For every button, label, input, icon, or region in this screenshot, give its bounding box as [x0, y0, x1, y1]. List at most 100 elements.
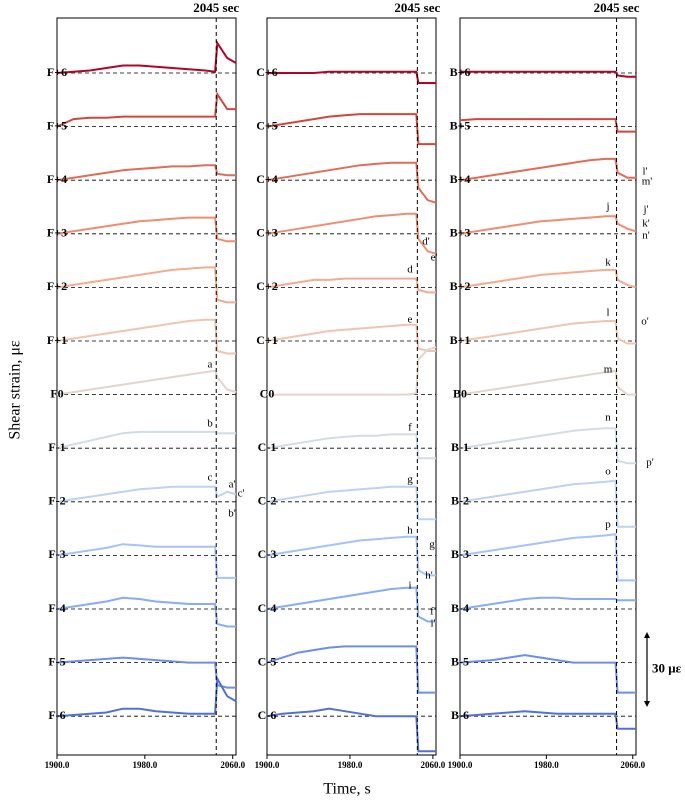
- strain-line: [459, 215, 637, 235]
- gauge-label: B0: [453, 386, 467, 400]
- strain-line: [266, 707, 436, 753]
- annotation: f: [408, 422, 412, 434]
- gauge-label: F+2: [47, 279, 67, 293]
- annotation: j: [605, 201, 609, 213]
- panel-title: 2045 sec: [394, 0, 440, 15]
- annotation: m': [642, 176, 653, 188]
- annotation: e: [408, 314, 413, 326]
- annotation: b': [228, 508, 236, 520]
- strain-line: [459, 157, 636, 182]
- strain-line: [56, 91, 236, 128]
- annotation: c': [238, 488, 245, 500]
- annotation: l: [606, 307, 609, 319]
- strain-line: [459, 118, 636, 133]
- gauge-label: B+5: [450, 118, 471, 132]
- gauge-label: F-4: [48, 601, 65, 615]
- strain-line: [56, 266, 236, 304]
- strain-line: [56, 40, 237, 74]
- strain-line: [56, 543, 236, 579]
- annotation: p: [605, 519, 611, 531]
- annotation: n: [605, 412, 611, 424]
- annotation: g: [407, 474, 413, 486]
- strain-line: [56, 656, 236, 689]
- strain-line: [56, 675, 237, 718]
- gauge-label: F-3: [48, 547, 65, 561]
- strain-line: [266, 535, 436, 577]
- strain-line: [56, 430, 236, 450]
- plot-frame: [459, 17, 637, 756]
- annotation: h': [425, 570, 433, 582]
- strain-line: [266, 645, 436, 694]
- strain-line: [459, 268, 637, 289]
- y-axis-label: Shear strain, με: [7, 340, 24, 440]
- x-tick-label: 2060.0: [220, 760, 245, 770]
- annotation: i: [408, 580, 411, 592]
- gauge-label: F+6: [47, 65, 67, 79]
- gauge-label: C+3: [256, 226, 278, 240]
- gauge-label: B-3: [451, 547, 469, 561]
- strain-line: [266, 277, 436, 294]
- annotation: e': [431, 252, 438, 264]
- gauge-label: F-2: [48, 494, 65, 508]
- x-tick-label: 1900.0: [448, 760, 473, 770]
- strain-line: [267, 346, 437, 396]
- strain-line: [266, 212, 437, 255]
- annotation: m: [604, 364, 613, 376]
- annotation: c: [208, 472, 213, 484]
- annotation: i': [430, 618, 435, 630]
- x-tick-label: 2060.0: [421, 760, 446, 770]
- strain-line: [56, 164, 236, 182]
- gauge-label: C-4: [258, 601, 277, 615]
- strain-line: [56, 369, 237, 396]
- gauge-label: F-6: [48, 708, 65, 722]
- strain-line: [266, 113, 436, 146]
- gauge-label: C+6: [256, 65, 278, 79]
- gauge-label: B-1: [451, 440, 469, 454]
- strain-line: [266, 323, 436, 352]
- x-tick-label: 1900.0: [45, 760, 70, 770]
- gauge-label: F+4: [47, 172, 67, 186]
- gauge-label: C-2: [258, 494, 277, 508]
- strain-line: [56, 596, 236, 628]
- strain-line: [266, 586, 436, 623]
- annotation: o: [605, 466, 611, 478]
- plot-frame: [56, 17, 237, 756]
- x-tick-label: 1980.0: [534, 760, 559, 770]
- annotation: o': [641, 316, 649, 328]
- strain-line: [266, 485, 436, 521]
- gauge-label: B-5: [451, 654, 469, 668]
- strain-line: [459, 654, 636, 694]
- annotation: a: [208, 359, 213, 371]
- strain-line: [459, 596, 636, 610]
- annotation: g': [429, 539, 437, 551]
- x-axis-label: Time, s: [323, 781, 370, 798]
- gauge-label: F+1: [47, 333, 67, 347]
- annotation: p': [646, 457, 654, 469]
- strain-line: [459, 369, 636, 396]
- gauge-label: C+4: [256, 172, 278, 186]
- annotation: f': [430, 606, 436, 618]
- gauge-label: F+5: [47, 118, 67, 132]
- x-tick-label: 2060.0: [620, 760, 645, 770]
- gauge-label: F-1: [48, 440, 65, 454]
- strain-line: [459, 533, 636, 582]
- gauge-label: B+3: [450, 226, 471, 240]
- gauge-label: F-5: [48, 654, 65, 668]
- strain-line: [459, 320, 636, 345]
- x-tick-label: 1900.0: [255, 760, 280, 770]
- gauge-label: C-1: [258, 440, 277, 454]
- annotation: b: [207, 418, 213, 430]
- x-tick-label: 1980.0: [132, 760, 157, 770]
- gauge-label: C+2: [256, 279, 278, 293]
- strain-line: [56, 318, 236, 355]
- strain-line: [266, 161, 437, 204]
- panel-title: 2045 sec: [594, 0, 640, 15]
- annotation: l': [642, 166, 647, 178]
- gauge-label: B+2: [450, 279, 471, 293]
- annotation: j': [642, 204, 648, 216]
- strain-line: [267, 70, 436, 84]
- strain-line: [56, 485, 237, 503]
- strain-line: [56, 216, 236, 243]
- strain-line: [459, 479, 636, 528]
